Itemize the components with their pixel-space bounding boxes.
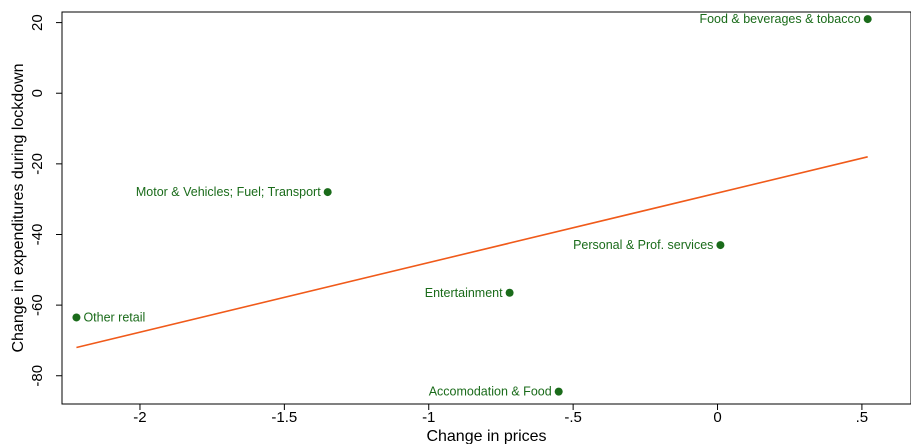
scatter-point (505, 288, 514, 297)
y-tick-label: 20 (29, 14, 46, 31)
x-tick-label: 0 (713, 409, 721, 426)
plot-frame (61, 11, 911, 405)
y-tick-label: -20 (29, 153, 46, 175)
x-tick-label: .5 (856, 409, 869, 426)
y-tick-label: -40 (29, 224, 46, 246)
point-label: Motor & Vehicles; Fuel; Transport (136, 185, 321, 199)
x-tick-label: -1.5 (271, 409, 297, 426)
point-label: Food & beverages & tobacco (699, 12, 860, 26)
scatter-point (863, 15, 872, 24)
scatter-point (716, 241, 725, 250)
point-label: Other retail (83, 310, 145, 324)
scatter-point (323, 188, 332, 197)
fit-line (76, 156, 868, 349)
y-axis-title: Change in expenditures during lockdown (10, 63, 27, 352)
point-label: Accomodation & Food (429, 385, 552, 399)
y-tick-label: -60 (29, 294, 46, 316)
fit-line-layer (76, 156, 868, 349)
scatter-point (72, 313, 81, 322)
x-tick-label: -2 (133, 409, 146, 426)
point-label: Personal & Prof. services (573, 238, 713, 252)
x-tick-label: -1 (422, 409, 435, 426)
point-label: Entertainment (425, 286, 503, 300)
y-tick-label: 0 (29, 89, 46, 97)
x-axis-title: Change in prices (426, 428, 546, 444)
scatter-point (554, 387, 563, 396)
points-layer: Food & beverages & tobacco Motor & Vehicl… (72, 12, 872, 399)
x-tick-label: -.5 (564, 409, 582, 426)
x-axis: -2 -1.5 -1 -.5 0 .5 (133, 404, 868, 426)
y-axis: -80 -60 -40 -20 0 20 (29, 14, 62, 387)
y-tick-label: -80 (29, 365, 46, 387)
